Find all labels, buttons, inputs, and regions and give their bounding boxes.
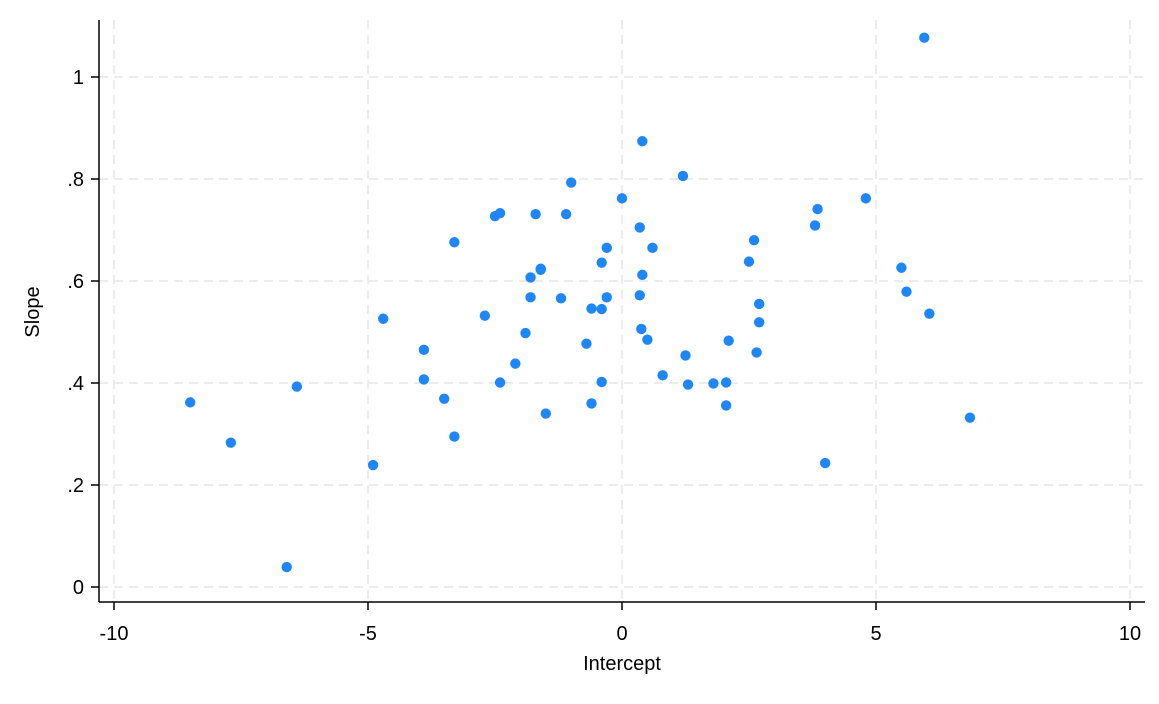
scatter-point	[809, 220, 821, 231]
scatter-point	[616, 193, 628, 204]
scatter-point	[367, 459, 379, 471]
scatter-point	[647, 242, 658, 254]
scatter-point	[494, 207, 506, 219]
scatter-point	[637, 269, 648, 281]
scatter-point	[682, 379, 694, 390]
scatter-point	[723, 335, 734, 346]
y-axis-title: Slope	[22, 286, 44, 337]
scatter-point	[748, 235, 760, 246]
scatter-point	[510, 358, 521, 369]
scatter-point	[494, 377, 506, 388]
scatter-point	[820, 457, 831, 469]
scatter-point	[896, 262, 907, 273]
scatter-point	[596, 257, 607, 268]
scatter-point	[185, 397, 196, 408]
scatter-point	[418, 374, 430, 385]
scatter-point	[753, 317, 765, 328]
scatter-point	[924, 308, 935, 319]
x-tick-label: 10	[1119, 623, 1141, 645]
scatter-point	[418, 344, 430, 356]
scatter-point	[642, 334, 653, 345]
scatter-point	[636, 323, 647, 335]
scatter-point	[964, 412, 976, 423]
scatter-point	[291, 381, 303, 392]
scatter-point	[637, 136, 648, 147]
x-tick-label: 0	[616, 623, 627, 645]
scatter-point	[520, 327, 531, 339]
scatter-point	[581, 338, 592, 349]
scatter-point	[479, 310, 491, 321]
scatter-point	[530, 208, 541, 220]
y-tick-label: .4	[67, 373, 84, 395]
scatter-point	[566, 177, 577, 188]
scatter-point	[720, 400, 732, 411]
scatter-point	[449, 431, 460, 442]
y-tick-label: 0	[73, 577, 84, 599]
scatter-point	[720, 377, 732, 388]
scatter-point	[378, 313, 389, 324]
scatter-point	[751, 347, 762, 358]
scatter-point	[812, 203, 823, 215]
scatter-point	[919, 32, 930, 43]
scatter-point	[677, 170, 689, 182]
x-tick-label: 5	[870, 623, 881, 645]
y-tick-label: .8	[67, 169, 84, 191]
grid-lines	[99, 20, 1145, 602]
data-points	[185, 32, 976, 573]
scatter-point	[601, 242, 612, 254]
scatter-point	[281, 561, 292, 573]
scatter-point	[657, 370, 668, 381]
scatter-point	[753, 298, 765, 310]
scatter-point	[743, 256, 755, 267]
scatter-point	[535, 263, 546, 274]
scatter-point	[586, 398, 597, 409]
scatter-point	[596, 376, 607, 388]
scatter-point	[680, 350, 691, 361]
y-tick-label: .6	[67, 271, 84, 293]
scatter-point	[901, 286, 912, 297]
tick-marks: -10 -5 0 5 10 0 .2 .4 .6 .8 1	[67, 67, 1141, 645]
y-tick-label: 1	[73, 67, 84, 89]
scatter-point	[634, 222, 645, 233]
scatter-point	[634, 290, 645, 301]
scatter-point	[601, 292, 612, 303]
x-axis-title: Intercept	[583, 653, 661, 675]
scatter-point	[708, 378, 719, 389]
y-tick-label: .2	[67, 475, 84, 497]
scatter-point	[525, 272, 536, 283]
x-tick-label: -5	[359, 623, 377, 645]
scatter-point	[555, 293, 567, 304]
scatter-point	[449, 237, 460, 248]
scatter-point	[225, 437, 237, 448]
scatter-point	[525, 292, 536, 303]
scatter-point	[596, 303, 607, 315]
x-tick-label: -10	[100, 623, 129, 645]
scatter-point	[439, 393, 450, 405]
scatter-point	[560, 208, 572, 220]
scatter-point	[860, 193, 872, 204]
scatter-point	[540, 408, 551, 419]
scatter-point	[586, 303, 597, 314]
